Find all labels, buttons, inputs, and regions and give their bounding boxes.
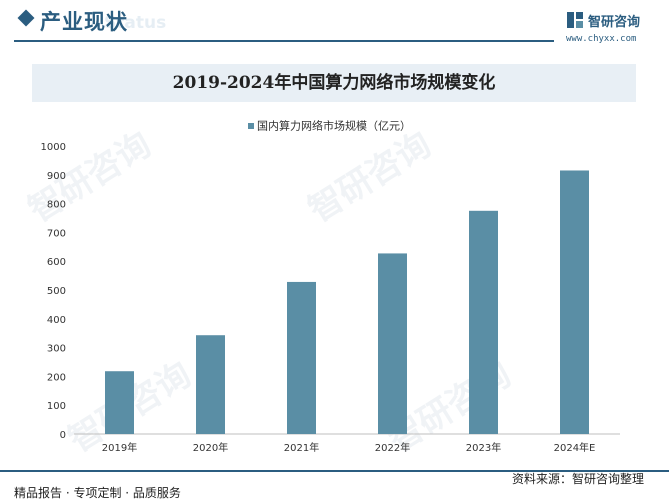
brand-logo: 智研咨询 www.chyxx.com (566, 10, 666, 46)
y-tick-label: 700 (47, 228, 66, 239)
bar (287, 281, 316, 434)
y-tick-label: 200 (47, 372, 66, 383)
footer-tagline: 精品报告 · 专项定制 · 品质服务 (14, 486, 181, 500)
y-tick-label: 0 (60, 430, 66, 441)
section-title: 产业现状 (40, 10, 128, 34)
bar (105, 371, 134, 434)
header-background-text: Status (104, 13, 167, 33)
x-tick-label: 2021年 (284, 441, 319, 454)
y-tick-label: 600 (47, 257, 66, 268)
header-divider (14, 40, 554, 42)
y-tick-label: 300 (47, 344, 66, 355)
bar (378, 253, 407, 434)
chart-legend: 国内算力网络市场规模（亿元） (248, 115, 411, 133)
x-tick-label: 2023年 (466, 441, 501, 454)
logo-icon (567, 12, 583, 28)
y-tick-label: 100 (47, 401, 66, 412)
footer-source: 资料来源：智研咨询整理 (512, 472, 645, 486)
x-tick-label: 2019年 (102, 441, 137, 454)
bar (469, 210, 498, 434)
legend-swatch (248, 122, 254, 129)
y-tick-label: 900 (47, 171, 66, 182)
x-tick-label: 2024年E (554, 441, 596, 454)
y-tick-label: 1000 (41, 142, 66, 153)
y-tick-label: 400 (47, 315, 66, 326)
page-header: Status 产业现状 (0, 0, 669, 46)
legend-label: 国内算力网络市场规模（亿元） (257, 119, 411, 133)
logo-url: www.chyxx.com (566, 34, 637, 44)
chart-title: 2019-2024年中国算力网络市场规模变化 (172, 73, 496, 93)
y-tick-label: 500 (47, 286, 66, 297)
bar (196, 335, 225, 434)
page-footer: 资料来源：智研咨询整理 精品报告 · 专项定制 · 品质服务 (0, 470, 669, 504)
chart-title-band: 2019-2024年中国算力网络市场规模变化 (32, 64, 636, 102)
footer-divider (0, 470, 669, 472)
bar (560, 170, 589, 435)
x-tick-label: 2022年 (375, 441, 410, 454)
x-tick-label: 2020年 (193, 441, 228, 454)
y-tick-label: 800 (47, 200, 66, 211)
logo-name: 智研咨询 (588, 15, 641, 30)
